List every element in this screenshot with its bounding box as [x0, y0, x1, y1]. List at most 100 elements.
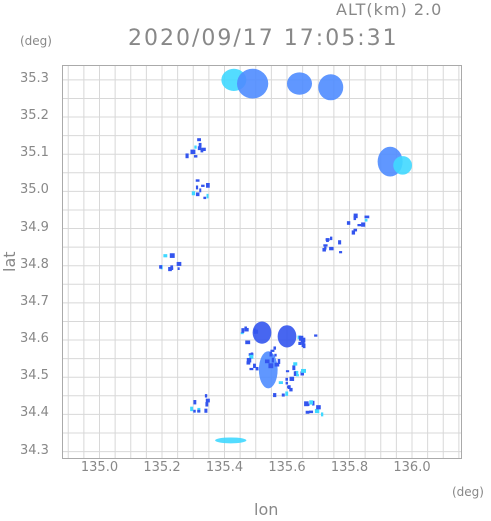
plot-frame: [62, 65, 462, 459]
radar-echo-speckle: [324, 246, 327, 250]
radar-echo-speckle: [249, 354, 254, 359]
radar-echo-speckle: [329, 246, 334, 251]
radar-echo-speckle: [316, 405, 321, 410]
radar-echo-speckle: [308, 410, 314, 414]
radar-echo-speckle: [249, 367, 254, 371]
radar-echo-speckle: [300, 371, 304, 376]
radar-echo-speckle: [346, 221, 351, 225]
radar-echo-speckle: [197, 146, 202, 151]
radar-echo-speckle: [246, 361, 251, 365]
radar-echo-speckle: [205, 402, 209, 407]
y-tick-label: 34.3: [20, 442, 49, 458]
radar-echo-speckle: [194, 155, 198, 158]
radar-echo-speckle: [338, 240, 342, 245]
radar-echo-speckle: [339, 251, 343, 254]
radar-echo-region: [258, 351, 278, 389]
radar-echo-speckle: [304, 401, 309, 407]
radar-echo-speckle: [250, 352, 254, 355]
x-axis-title: lon: [254, 500, 279, 519]
radar-echo-speckle: [198, 142, 202, 147]
scan-timestamp: 2020/09/17 17:05:31: [128, 26, 399, 51]
radar-echo-speckle: [277, 358, 281, 364]
radar-echo-speckle: [364, 215, 370, 219]
x-tick-label: 135.8: [330, 460, 369, 475]
radar-echo-speckle: [159, 265, 163, 269]
radar-echo-speckle: [203, 196, 207, 200]
radar-echo-speckle: [300, 337, 306, 343]
radar-echo-region: [318, 74, 344, 101]
radar-echo-speckle: [163, 254, 168, 258]
y-tick-label: 35.3: [20, 70, 49, 86]
radar-echo-speckle: [273, 393, 277, 398]
radar-echo-speckle: [322, 247, 326, 252]
radar-echo-speckle: [194, 145, 197, 149]
radar-echo-speckle: [269, 354, 273, 357]
radar-echo-region: [277, 325, 297, 348]
radar-echo-speckle: [285, 377, 288, 381]
radar-echo-speckle: [197, 138, 201, 142]
radar-echo-speckle: [193, 400, 197, 405]
radar-echo-speckle: [314, 334, 318, 337]
radar-echo-speckle: [293, 362, 298, 366]
radar-echo-speckle: [195, 192, 200, 197]
radar-echo-speckle: [320, 412, 324, 417]
radar-echo-speckle: [190, 406, 194, 412]
radar-echo-speckle: [246, 357, 252, 363]
radar-echo-speckle: [285, 381, 289, 385]
radar-echo-speckle: [307, 403, 310, 406]
x-axis-unit: (deg): [452, 485, 484, 499]
radar-echo-speckle: [246, 341, 250, 344]
radar-echo-speckle: [351, 230, 356, 235]
y-axis-title: lat: [0, 251, 19, 272]
radar-echo-speckle: [240, 332, 244, 335]
radar-echo-region: [252, 321, 272, 344]
radar-echo-speckle: [271, 357, 274, 363]
radar-echo-speckle: [364, 218, 368, 222]
y-tick-label: 34.4: [20, 405, 49, 421]
radar-echo-speckle: [190, 149, 196, 155]
radar-echo-speckle: [193, 409, 196, 413]
radar-echo-speckle: [269, 351, 273, 356]
radar-echo-speckle: [274, 362, 280, 367]
y-tick-label: 34.8: [20, 256, 49, 272]
radar-echo-speckle: [169, 253, 175, 258]
radar-echo-speckle: [289, 387, 293, 392]
radar-echo-speckle: [309, 400, 314, 405]
radar-echo-speckle: [241, 328, 245, 333]
radar-echo-speckle: [361, 222, 366, 227]
radar-echo-speckle: [301, 368, 306, 373]
radar-echo-speckle: [206, 182, 210, 188]
radar-echo-speckle: [177, 267, 180, 270]
radar-echo-speckle: [281, 393, 285, 397]
radar-echo-speckle: [176, 261, 182, 266]
radar-echo-region: [237, 68, 269, 99]
radar-echo-speckle: [301, 342, 305, 348]
y-tick-label: 34.5: [20, 368, 49, 384]
radar-echo-speckle: [292, 365, 296, 371]
radar-echo-speckle: [255, 329, 259, 334]
radar-echo-speckle: [200, 149, 204, 153]
radar-echo-speckle: [353, 228, 358, 232]
radar-echo-speckle: [273, 346, 277, 350]
radar-echo-speckle: [264, 359, 270, 364]
radar-echo-speckle: [195, 185, 199, 190]
radar-echo-speckle: [314, 408, 320, 414]
radar-echo-speckle: [357, 223, 362, 227]
y-tick-label: 34.6: [20, 331, 49, 347]
radar-echo-speckle: [287, 385, 291, 389]
radar-echo-speckle: [295, 370, 299, 375]
radar-echo-speckle: [195, 179, 200, 182]
x-tick-label: 135.2: [143, 460, 181, 475]
radar-echo-speckle: [199, 188, 202, 193]
radar-echo-speckle: [312, 400, 315, 406]
radar-echo-speckle: [253, 363, 256, 369]
radar-echo-speckle: [244, 327, 249, 332]
x-tick-label: 135.6: [268, 460, 306, 475]
radar-echo-speckle: [197, 409, 201, 413]
radar-echo-speckle: [330, 236, 333, 241]
radar-echo-speckle: [278, 381, 283, 385]
radar-echo-speckle: [191, 191, 196, 196]
radar-echo-speckle: [353, 215, 357, 221]
radar-echo-speckle: [204, 394, 208, 398]
y-axis-unit: (deg): [20, 34, 52, 48]
